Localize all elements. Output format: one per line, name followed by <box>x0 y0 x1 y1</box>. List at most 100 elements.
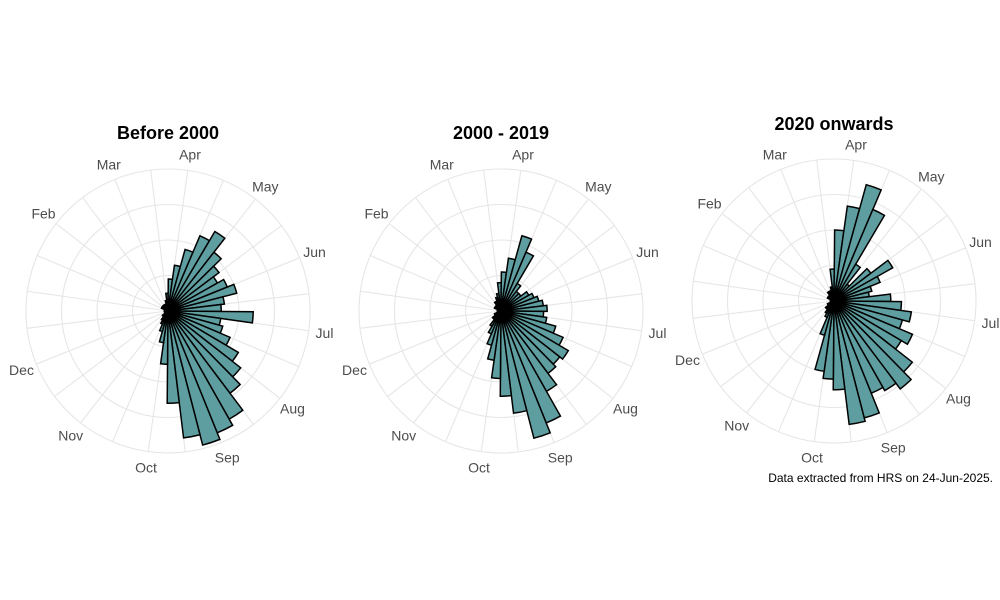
bar-may-4 <box>167 265 221 312</box>
month-label-oct: Oct <box>468 460 490 476</box>
month-labels: Feb Mar Apr May Jun Jul Aug Sep Oct Nov Dec <box>675 137 999 466</box>
bar-group <box>158 230 254 446</box>
bar-sep-3 <box>167 310 221 446</box>
grid-ring <box>691 158 977 444</box>
bar-jun-3 <box>833 285 873 302</box>
month-label-feb: Feb <box>697 196 721 212</box>
grid-spoke <box>26 310 169 329</box>
month-label-jul: Jul <box>649 325 667 341</box>
month-label-aug: Aug <box>946 390 971 406</box>
grid-spoke <box>36 310 169 365</box>
bar-aug-2 <box>500 310 570 361</box>
month-label-oct: Oct <box>801 450 823 466</box>
month-label-jul: Jul <box>316 325 334 341</box>
grid-spoke <box>703 245 835 302</box>
month-label-mar: Mar <box>97 157 121 173</box>
month-label-jun: Jun <box>303 244 326 260</box>
month-labels: Feb Mar Apr May Jun Jul Aug Sep Oct Nov Dec <box>9 147 333 476</box>
grid-ring <box>393 203 609 419</box>
month-label-sep: Sep <box>548 450 573 466</box>
grid-spoke <box>370 255 502 312</box>
month-label-dec: Dec <box>9 362 34 378</box>
grid-spoke <box>748 187 835 302</box>
month-label-jul: Jul <box>982 315 1000 331</box>
panel-2020-onwards: 2020 onwards Feb Mar Apr May Jun Jul Aug Sep Oct… <box>675 114 999 466</box>
grid-ring <box>726 193 942 409</box>
bar-jun-1 <box>833 259 894 302</box>
bar-sep-4 <box>167 310 201 439</box>
month-label-sep: Sep <box>881 440 906 456</box>
grid-spoke <box>54 310 169 397</box>
month-label-mar: Mar <box>430 157 454 173</box>
grid-spoke <box>721 213 835 302</box>
panel-title: Before 2000 <box>117 123 219 143</box>
month-label-aug: Aug <box>280 400 305 416</box>
grid-spoke <box>780 169 835 302</box>
polar-grid <box>358 168 644 454</box>
bar-sep-4 <box>833 300 867 426</box>
month-labels: Feb Mar Apr May Jun Jul Aug Sep Oct Nov Dec <box>342 147 666 476</box>
grid-spoke <box>55 223 169 312</box>
grid-ring <box>25 168 311 454</box>
month-label-apr: Apr <box>179 147 201 163</box>
grid-spoke <box>447 179 502 312</box>
month-label-nov: Nov <box>724 418 749 434</box>
grid-spoke <box>112 310 169 442</box>
bar-jul-1 <box>500 304 548 313</box>
grid-spoke <box>693 280 835 302</box>
bar-oct-1 <box>499 310 513 397</box>
month-label-dec: Dec <box>675 352 700 368</box>
grid-spoke <box>387 310 502 397</box>
bar-jun-4 <box>167 295 226 312</box>
grid-spoke <box>114 179 169 312</box>
bar-jun-3 <box>167 283 238 312</box>
grid-spoke <box>692 300 835 319</box>
bar-dec-4 <box>496 310 502 313</box>
grid-spoke <box>746 300 835 414</box>
bar-oct-1 <box>832 300 846 391</box>
grid-spoke <box>150 169 169 312</box>
grid-spoke <box>415 197 502 312</box>
grid-spoke <box>702 300 835 355</box>
bar-may-2 <box>167 230 226 312</box>
month-label-oct: Oct <box>135 460 157 476</box>
month-label-may: May <box>252 179 278 195</box>
grid-spoke <box>388 223 502 312</box>
panel-before-2000: Before 2000 Feb Mar Apr May Jun Jul Aug Sep Oct N… <box>9 123 333 476</box>
month-label-nov: Nov <box>58 428 83 444</box>
bar-sep-4 <box>500 310 528 415</box>
grid-spoke <box>360 290 502 312</box>
bar-group <box>814 183 914 426</box>
bar-group <box>486 234 570 440</box>
grid-spoke <box>82 197 169 312</box>
month-label-may: May <box>918 169 944 185</box>
panel-title: 2020 onwards <box>774 114 893 134</box>
grid-spoke <box>720 300 835 387</box>
bar-oct-1 <box>166 310 181 405</box>
bar-may-3 <box>167 251 223 312</box>
month-label-apr: Apr <box>512 147 534 163</box>
month-label-feb: Feb <box>31 206 55 222</box>
grid-ring <box>60 203 276 419</box>
panel-2000-2019: 2000 - 2019 Feb Mar Apr May Jun Jul Aug Sep Oct N… <box>342 123 666 476</box>
data-source-caption: Data extracted from HRS on 24-Jun-2025. <box>768 471 993 485</box>
month-label-sep: Sep <box>215 450 240 466</box>
panel-title: 2000 - 2019 <box>453 123 549 143</box>
bar-jun-2 <box>833 275 882 302</box>
month-label-jun: Jun <box>636 244 659 260</box>
month-label-dec: Dec <box>342 362 367 378</box>
bar-sep-3 <box>500 310 552 440</box>
month-label-mar: Mar <box>763 147 787 163</box>
grid-spoke <box>37 255 169 312</box>
grid-spoke <box>413 310 502 424</box>
grid-spoke <box>359 310 502 329</box>
bar-dec-4 <box>163 310 169 313</box>
month-label-aug: Aug <box>613 400 638 416</box>
grid-spoke <box>27 290 169 312</box>
month-label-jun: Jun <box>969 234 992 250</box>
bar-aug-4 <box>833 300 913 390</box>
grid-spoke <box>80 310 169 424</box>
bar-dec-4 <box>829 300 835 303</box>
month-label-may: May <box>585 179 611 195</box>
